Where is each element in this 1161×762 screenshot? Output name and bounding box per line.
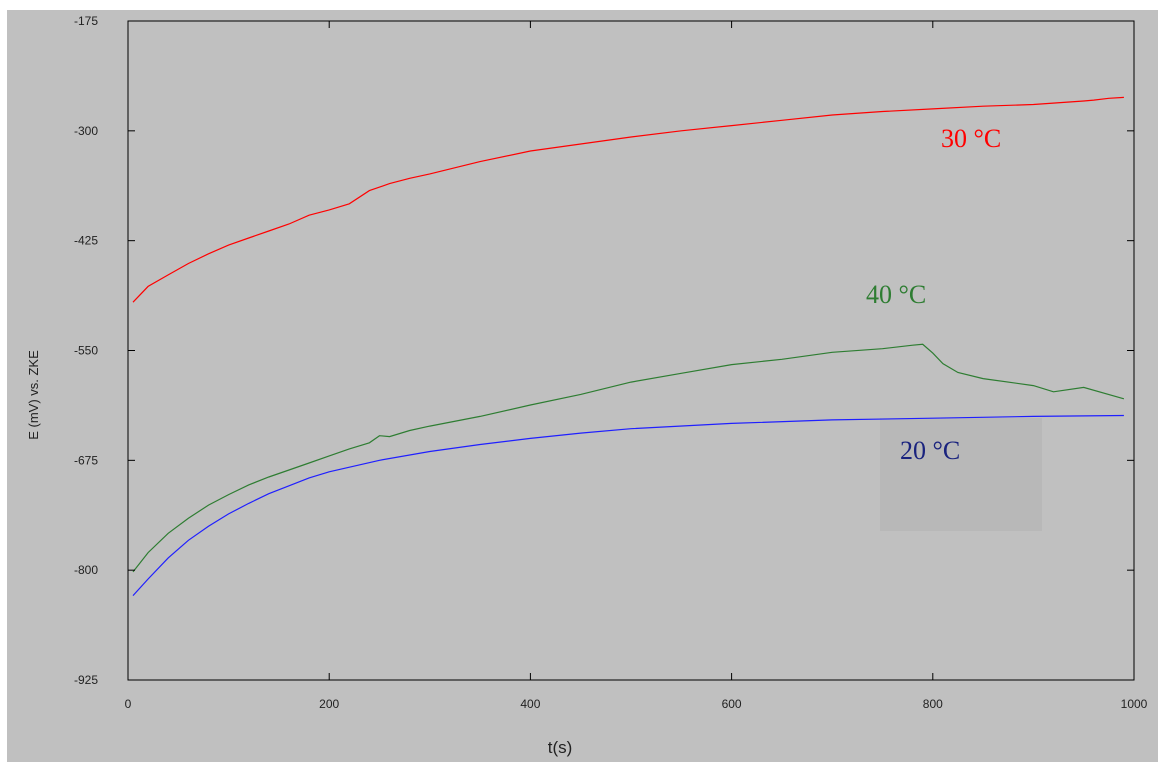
x-tick-label-1: 200 <box>319 697 339 711</box>
series-line-2 <box>132 414 1124 597</box>
y-tick-label-0: -175 <box>74 14 98 28</box>
y-tick-label-2: -425 <box>74 234 98 248</box>
x-tick-label-5: 1000 <box>1121 697 1148 711</box>
x-tick-label-0: 0 <box>125 697 132 711</box>
x-tick-label-3: 600 <box>722 697 742 711</box>
series-line-1 <box>132 343 1125 573</box>
series-line-0 <box>132 96 1124 303</box>
series-layer <box>132 96 1125 597</box>
y-tick-label-5: -800 <box>74 563 98 577</box>
annotation-box-20c <box>880 418 1042 531</box>
y-tick-label-1: -300 <box>74 124 98 138</box>
x-tick-label-2: 400 <box>520 697 540 711</box>
x-axis-title: t(s) <box>548 738 573 757</box>
series-label-20c: 20 °C <box>900 436 960 465</box>
y-tick-label-4: -675 <box>74 453 98 467</box>
series-label-30c: 30 °C <box>941 124 1001 153</box>
tick-layer: -175 -300 -425 -550 -675 -800 -925 0 200 400 600 80… <box>74 14 1148 711</box>
x-tick-label-4: 800 <box>923 697 943 711</box>
y-axis-title: E (mV) vs. ZKE <box>26 350 41 440</box>
y-tick-label-6: -925 <box>74 673 98 687</box>
plot-background <box>7 10 1158 762</box>
series-label-40c: 40 °C <box>866 280 926 309</box>
y-tick-label-3: -550 <box>74 344 98 358</box>
